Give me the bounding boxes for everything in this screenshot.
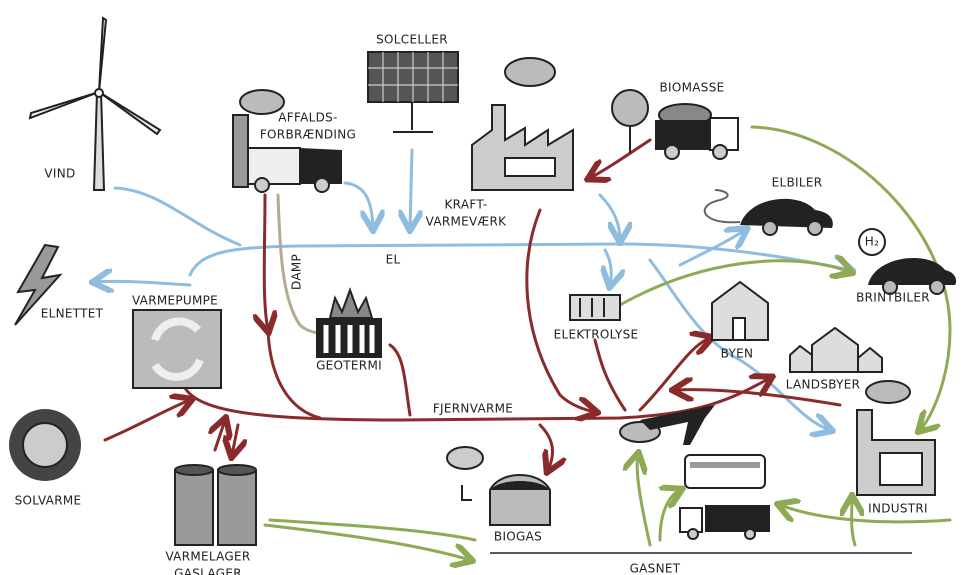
- biomass: [612, 90, 738, 159]
- energy-diagram: VIND SOLCELLER AFFALDS- FORBRÆNDING BIOMASSE…: [0, 0, 963, 575]
- biogas: [447, 447, 550, 525]
- node-label: VARMEPUMPE: [132, 294, 218, 308]
- node-label: INDUSTRI: [868, 502, 928, 516]
- node-label: BYEN: [721, 347, 754, 361]
- node-label: ELBILER: [772, 176, 823, 190]
- geothermal: [316, 290, 382, 358]
- heat-pump: [133, 310, 221, 388]
- electrolysis: [570, 295, 620, 320]
- sun: [9, 409, 81, 481]
- node-label: GASNET: [630, 562, 681, 575]
- node-label: VARMEVÆRK: [426, 215, 508, 229]
- storage-tanks: [175, 465, 256, 545]
- node-label: VARMELAGER: [165, 550, 250, 564]
- node-label: BIOMASSE: [660, 81, 725, 95]
- node-label: ELEKTROLYSE: [554, 328, 639, 342]
- transport: [620, 405, 770, 539]
- node-label: SOLCELLER: [376, 33, 448, 47]
- electric-car: [705, 190, 833, 235]
- solar-panel: [368, 52, 458, 132]
- node-label: VIND: [44, 167, 75, 181]
- labels: VIND SOLCELLER AFFALDS- FORBRÆNDING BIOMASSE…: [15, 33, 930, 575]
- node-label: LANDSBYER: [786, 378, 861, 392]
- industry: [857, 381, 935, 495]
- node-label: GEOTERMI: [316, 359, 382, 373]
- node-label: EL: [386, 253, 401, 267]
- node-label: GASLAGER: [174, 567, 242, 575]
- node-label: KRAFT-: [445, 198, 488, 212]
- wind-turbine: [30, 18, 160, 190]
- node-label: SOLVARME: [15, 494, 82, 508]
- node-label: BRINTBILER: [856, 291, 930, 305]
- node-label: BIOGAS: [494, 530, 542, 544]
- node-label: ELNETTET: [41, 307, 104, 321]
- node-label: FORBRÆNDING: [260, 128, 356, 142]
- node-label: H₂: [865, 235, 879, 249]
- node-label: FJERNVARME: [433, 402, 513, 416]
- node-label: AFFALDS-: [278, 111, 337, 125]
- node-label: DAMP: [290, 254, 304, 290]
- power-plant: [472, 58, 573, 190]
